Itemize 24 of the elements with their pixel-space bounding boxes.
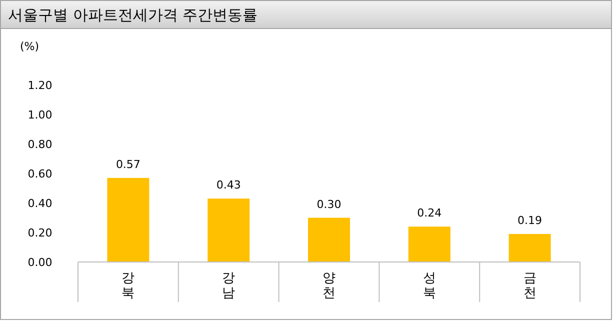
data-label: 0.43 [216,178,241,192]
y-tick-label: 0.80 [28,138,52,151]
data-label: 0.19 [518,214,542,227]
data-label: 0.24 [417,206,442,220]
y-tick-label: 1.20 [28,79,52,92]
y-tick-label: 0.20 [28,226,52,240]
y-axis-title: (%) [20,40,40,53]
x-tick-label: 양천 [322,271,336,301]
y-tick-label: 0.40 [28,197,52,210]
y-tick-label: 0.00 [28,256,52,269]
bar [208,198,250,262]
x-tick-label: 성북 [422,271,436,301]
data-label: 0.57 [116,158,140,171]
x-tick-label: 강북 [122,271,135,301]
y-tick-label: 1.00 [28,108,52,122]
chart-title: 서울구별 아파트전세가격 주간변동률 [8,6,258,24]
x-tick-label: 금천 [523,271,536,301]
bar [408,226,450,262]
x-tick-label: 강남 [222,271,236,301]
bar [308,218,350,262]
bar [508,234,551,262]
y-tick-label: 0.60 [28,168,52,180]
bar [107,178,150,262]
data-label: 0.30 [316,198,342,211]
